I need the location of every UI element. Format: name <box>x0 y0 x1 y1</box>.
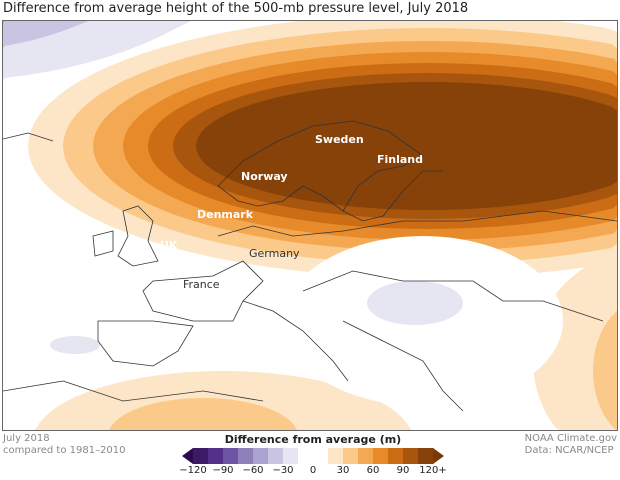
legend-tick: 0 <box>309 465 317 476</box>
colorbar-segment <box>193 448 209 464</box>
colorbar-segment <box>253 448 269 464</box>
label-france: France <box>183 278 220 291</box>
colorbar-segment <box>223 448 239 464</box>
colorbar-segment <box>373 448 389 464</box>
negative-contour-atlantic <box>50 336 100 354</box>
colorbar-segment <box>313 448 329 464</box>
color-bar <box>182 448 444 464</box>
anomaly-map: Sweden Finland Norway Denmark UK Germany… <box>2 20 618 431</box>
period-note: July 2018 compared to 1981–2010 <box>3 433 126 457</box>
colorbar-segment <box>268 448 284 464</box>
positive-contour <box>196 82 617 210</box>
colorbar-segment <box>418 448 434 464</box>
positive-contour-south <box>108 398 298 430</box>
legend-tick: −120 <box>179 465 207 476</box>
contour-bands <box>3 21 617 430</box>
legend-tick: 120+ <box>419 465 447 476</box>
legend-tick: 30 <box>336 465 350 476</box>
positive-contour-east <box>593 301 617 430</box>
country-borders <box>3 120 617 412</box>
colorbar-segment <box>403 448 419 464</box>
colorbar-segment <box>208 448 224 464</box>
negative-contour-romania <box>367 281 463 325</box>
colorbar-segment <box>298 448 314 464</box>
colorbar-segment <box>283 448 299 464</box>
negative-contour <box>3 21 273 81</box>
credit-data: Data: NCAR/NCEP <box>524 445 614 456</box>
legend-tick: 90 <box>396 465 410 476</box>
legend-title: Difference from average (m) <box>224 433 402 446</box>
label-sweden: Sweden <box>315 133 364 146</box>
credits: NOAA Climate.gov Data: NCAR/NCEP <box>525 433 617 457</box>
label-denmark: Denmark <box>197 208 254 221</box>
baseline-label: compared to 1981–2010 <box>3 445 126 456</box>
colorbar-min-arrow <box>182 448 193 464</box>
negative-contour <box>3 21 183 51</box>
colorbar-segment <box>328 448 344 464</box>
credit-source: NOAA Climate.gov <box>524 433 617 444</box>
map-title: Difference from average height of the 50… <box>3 1 469 16</box>
legend-tick: −90 <box>212 465 234 476</box>
colorbar-segment <box>343 448 359 464</box>
label-norway: Norway <box>241 170 288 183</box>
colorbar-segment <box>358 448 374 464</box>
label-finland: Finland <box>377 153 424 166</box>
colorbar-segment <box>238 448 254 464</box>
colorbar-max-arrow <box>433 448 444 464</box>
legend-tick: 60 <box>366 465 380 476</box>
legend-tick: −60 <box>242 465 264 476</box>
anomaly-contours <box>3 21 617 430</box>
label-germany: Germany <box>249 247 300 260</box>
legend-tick: −30 <box>272 465 294 476</box>
period-label: July 2018 <box>3 433 50 444</box>
label-uk: UK <box>160 239 178 252</box>
colorbar-segment <box>388 448 404 464</box>
